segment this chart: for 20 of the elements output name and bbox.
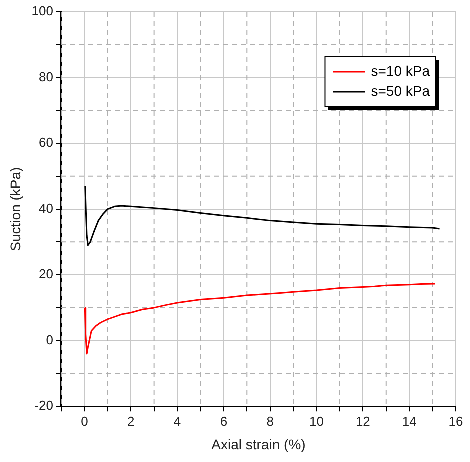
- x-tick-label: 6: [220, 414, 228, 429]
- y-tick-label: 60: [39, 135, 54, 150]
- x-tick-label: 10: [310, 414, 324, 429]
- y-tick-label: 100: [32, 4, 54, 19]
- y-tick-label: 20: [39, 266, 54, 282]
- x-tick-label: 12: [356, 414, 370, 429]
- legend-label: s=50 kPa: [371, 82, 430, 99]
- x-tick-label: 2: [127, 414, 135, 429]
- y-tick-label: 0: [46, 332, 54, 348]
- x-tick-label: 8: [266, 414, 274, 429]
- y-axis-title: Suction (kPa): [7, 167, 24, 252]
- y-tick-label: 40: [39, 200, 54, 216]
- y-tick-label: 80: [39, 69, 54, 84]
- x-tick-label: 4: [174, 414, 182, 429]
- legend-label: s=10 kPa: [371, 62, 430, 79]
- x-axis-title: Axial strain (%): [212, 436, 306, 452]
- x-tick-label: 0: [81, 414, 88, 429]
- x-tick-label: 14: [402, 414, 417, 429]
- y-tick-label: -20: [34, 398, 54, 414]
- x-tick-label: 16: [448, 414, 464, 429]
